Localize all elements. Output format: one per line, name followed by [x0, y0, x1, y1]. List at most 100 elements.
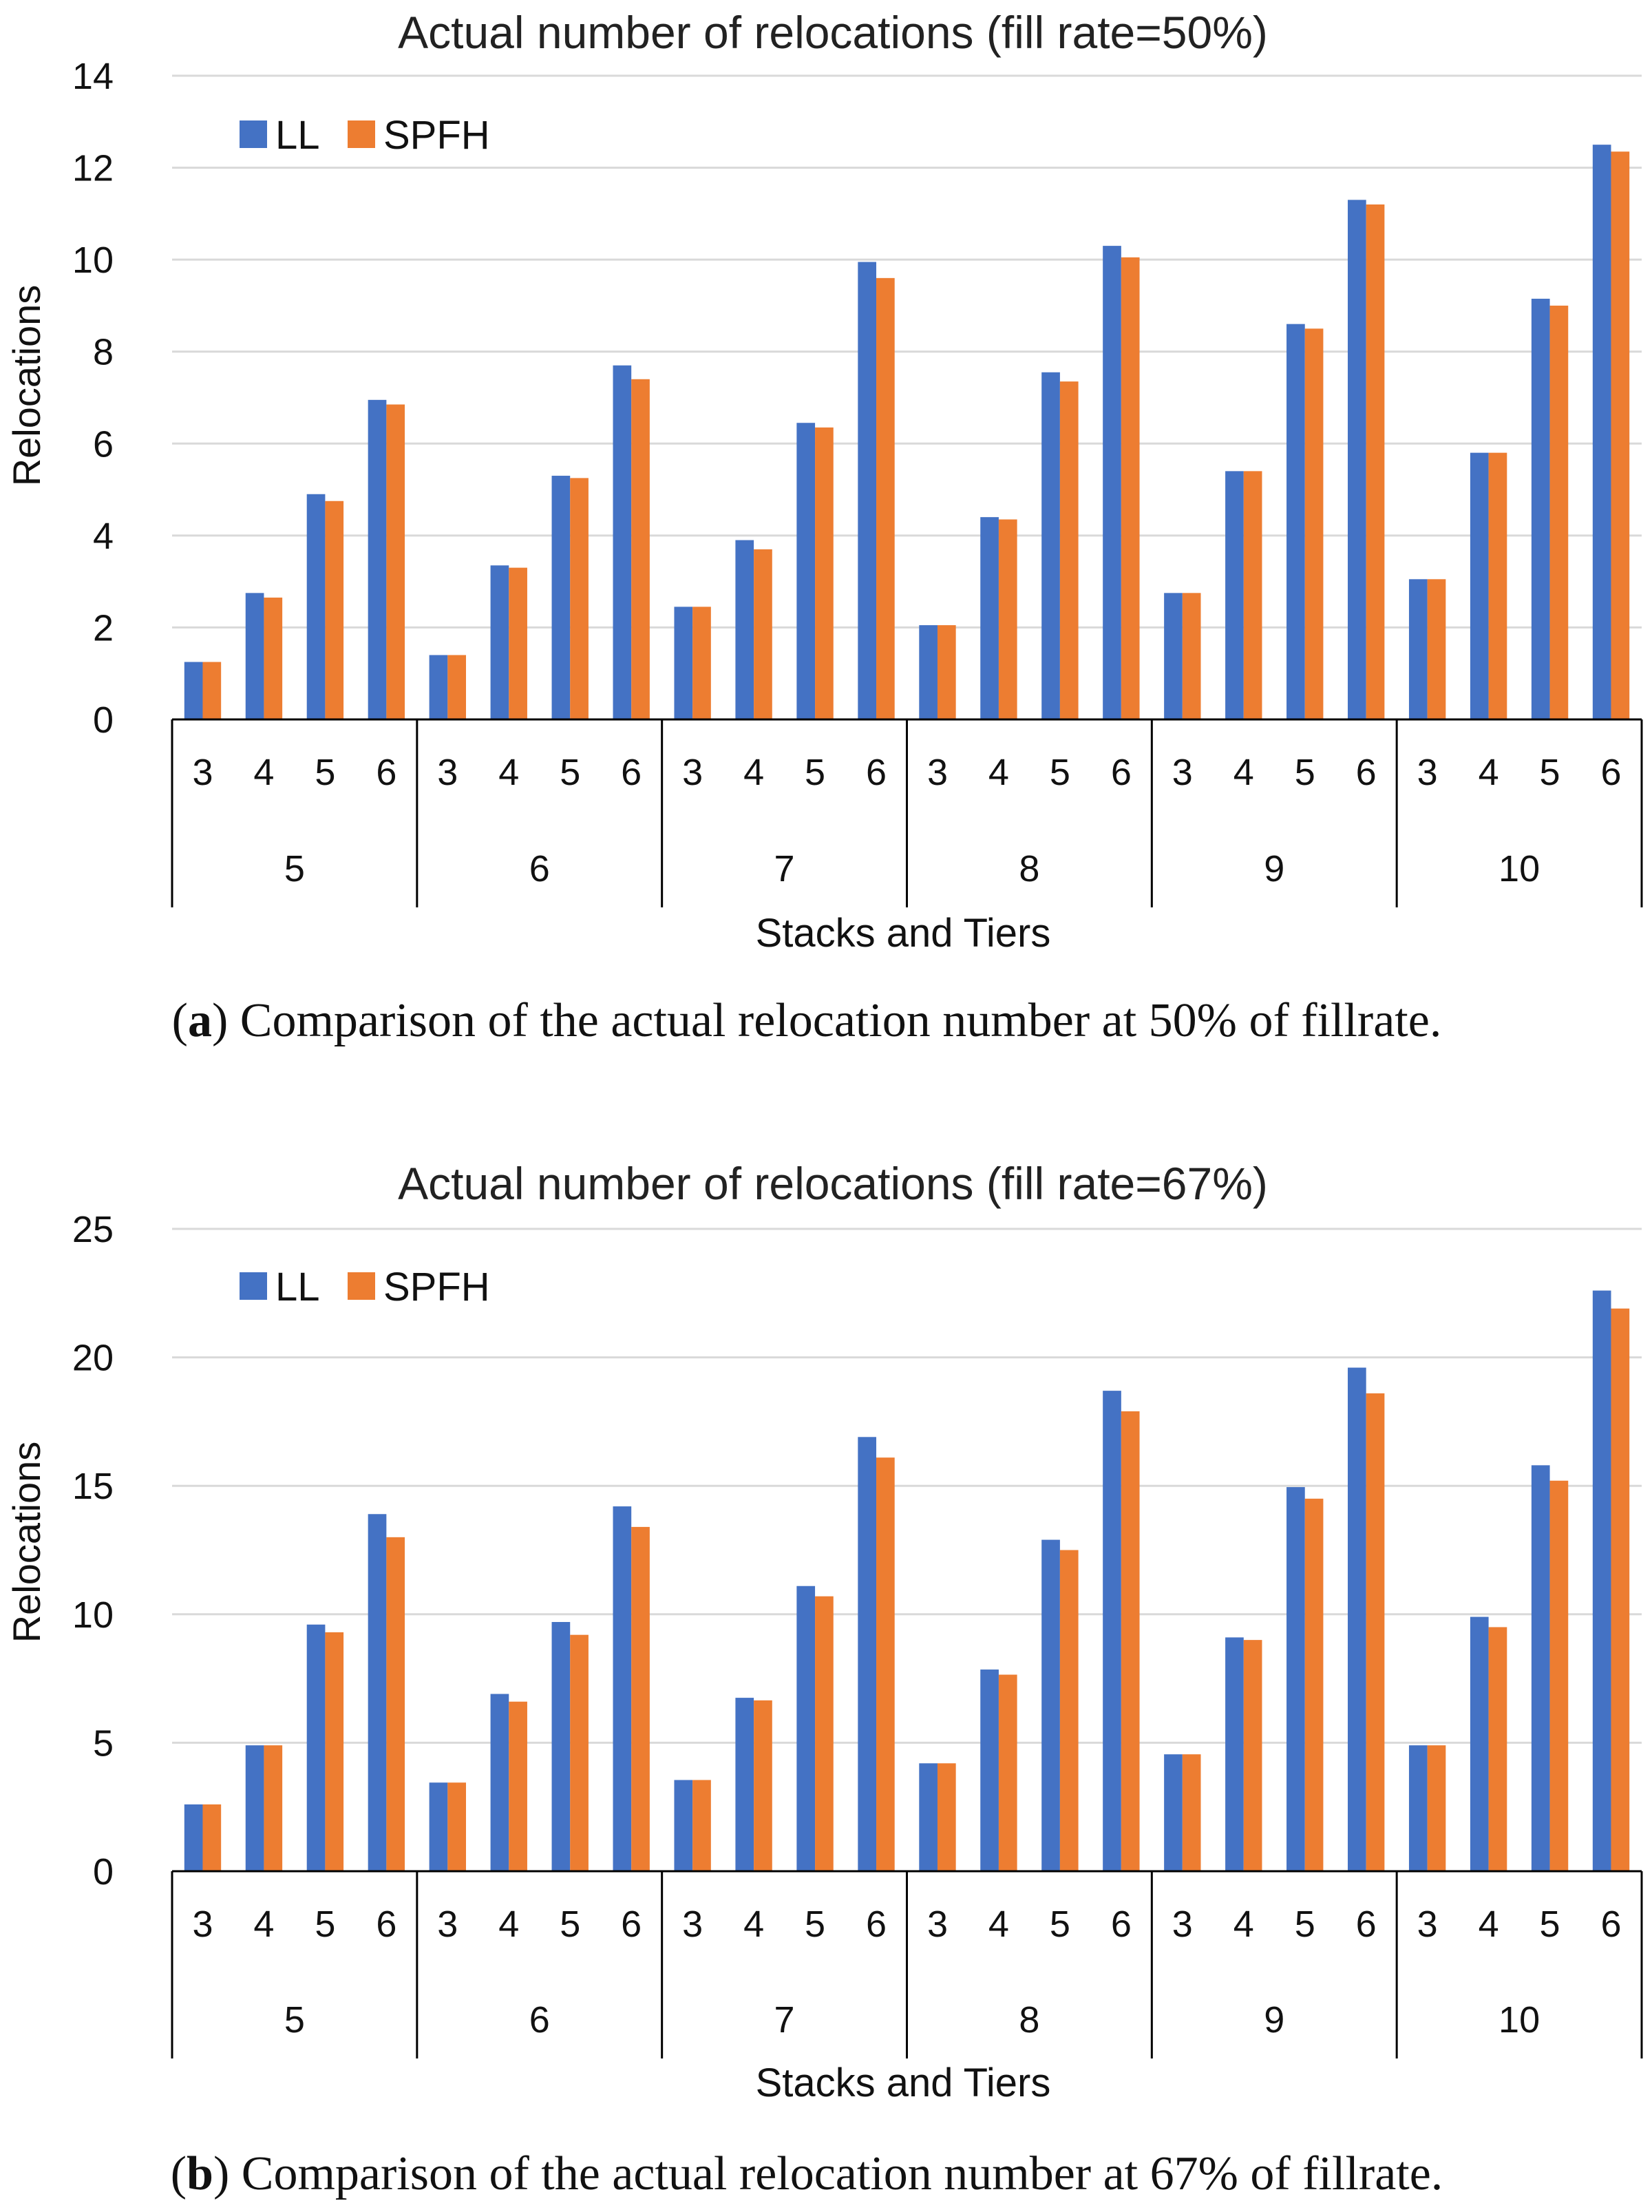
- bar-spfh: [937, 625, 956, 719]
- bar-spfh: [202, 1804, 222, 1871]
- bar-spfh: [815, 427, 834, 719]
- bar-ll: [245, 1745, 264, 1871]
- tier-label: 3: [1417, 752, 1438, 793]
- bar-ll: [1164, 1754, 1183, 1871]
- bar-ll: [1592, 145, 1611, 719]
- bar-spfh: [509, 567, 527, 719]
- bar-ll: [613, 365, 632, 719]
- stack-group-label: 6: [529, 848, 550, 889]
- tier-label: 3: [437, 1904, 458, 1945]
- chart-b-ylabel: Relocations: [5, 1442, 48, 1643]
- bar-spfh: [631, 379, 650, 719]
- bar-ll: [1592, 1290, 1611, 1871]
- bar-ll: [674, 1780, 693, 1871]
- bar-ll: [1286, 1487, 1305, 1871]
- bar-spfh: [1549, 305, 1569, 719]
- bar-spfh: [447, 655, 466, 719]
- tier-label: 4: [498, 752, 519, 793]
- bar-spfh: [325, 1632, 344, 1871]
- bar-spfh: [998, 1674, 1017, 1871]
- stack-group-label: 9: [1264, 848, 1284, 889]
- tier-label: 5: [1540, 1904, 1560, 1945]
- bar-spfh: [570, 1634, 589, 1871]
- bar-ll: [306, 494, 326, 719]
- chart-a-caption-letter: a: [188, 994, 212, 1047]
- bar-spfh: [754, 549, 772, 719]
- bar-ll: [1531, 1465, 1550, 1871]
- bar-ll: [919, 1763, 938, 1871]
- tier-label: 3: [1172, 1904, 1193, 1945]
- y-tick-label: 2: [93, 607, 114, 649]
- bar-spfh: [264, 598, 283, 719]
- tier-label: 5: [805, 752, 825, 793]
- y-tick-label: 6: [93, 423, 114, 465]
- tier-label: 5: [315, 1904, 335, 1945]
- bar-ll: [1225, 471, 1244, 719]
- bar-ll: [551, 1621, 571, 1871]
- bar-spfh: [1182, 593, 1201, 719]
- bar-spfh: [754, 1700, 772, 1871]
- bar-spfh: [1366, 204, 1385, 719]
- bar-spfh: [325, 501, 344, 719]
- legend-spfh-label: SPFH: [383, 113, 490, 158]
- legend-spfh-swatch: [348, 1272, 375, 1300]
- y-tick-label: 10: [72, 240, 114, 281]
- chart-b: Actual number of relocations (fill rate=…: [5, 1158, 1643, 2200]
- tier-label: 3: [437, 752, 458, 793]
- bar-ll: [980, 517, 999, 719]
- bar-ll: [1470, 1616, 1489, 1871]
- bar-spfh: [876, 277, 895, 719]
- tier-label: 6: [621, 752, 642, 793]
- tier-label: 4: [743, 752, 764, 793]
- tier-label: 4: [1233, 752, 1254, 793]
- bar-ll: [1103, 1391, 1121, 1871]
- bar-ll: [796, 423, 816, 719]
- bar-spfh: [998, 519, 1017, 719]
- bar-spfh: [264, 1745, 283, 1871]
- chart-b-caption-text: Comparison of the actual relocation numb…: [229, 2147, 1443, 2200]
- tier-label: 4: [253, 752, 274, 793]
- tier-label: 4: [1479, 752, 1499, 793]
- bar-spfh: [1182, 1754, 1201, 1871]
- bar-ll: [1225, 1637, 1244, 1871]
- bar-ll: [1348, 1367, 1366, 1871]
- tier-label: 5: [560, 752, 580, 793]
- tier-label: 6: [1356, 752, 1377, 793]
- tier-label: 5: [1295, 1904, 1315, 1945]
- bar-ll: [429, 1782, 448, 1871]
- chart-a: Actual number of relocations (fill rate=…: [5, 7, 1643, 1047]
- bar-ll: [1408, 1745, 1428, 1871]
- bar-spfh: [1304, 1498, 1324, 1871]
- bar-ll: [184, 662, 203, 719]
- chart-b-gridlines: [172, 1228, 1642, 1744]
- bar-spfh: [1488, 1627, 1507, 1871]
- bar-spfh: [1121, 1411, 1140, 1871]
- bar-ll: [1531, 298, 1550, 719]
- tier-label: 6: [1111, 1904, 1132, 1945]
- tier-label: 4: [988, 752, 1009, 793]
- tier-label: 4: [1479, 1904, 1499, 1945]
- stack-group-label: 8: [1019, 848, 1039, 889]
- bar-ll: [429, 655, 448, 719]
- chart-a-bars: [184, 145, 1630, 720]
- tier-label: 5: [1050, 752, 1070, 793]
- bar-spfh: [1611, 151, 1630, 720]
- bar-spfh: [202, 662, 222, 719]
- bar-ll: [858, 262, 877, 719]
- y-tick-label: 25: [72, 1209, 114, 1250]
- tier-label: 5: [805, 1904, 825, 1945]
- bar-ll: [613, 1506, 632, 1871]
- bar-spfh: [447, 1782, 466, 1871]
- chart-b-x-axis: 3 4 5 6 3 4 5 6 3 4 5 6 3 4 5 6 3 4 5 6 3 4 5 65 6 7 8 9 10: [171, 1870, 1643, 2058]
- tier-label: 6: [1356, 1904, 1377, 1945]
- chart-a-legend: LL SPFH: [240, 113, 490, 158]
- bar-ll: [306, 1624, 326, 1871]
- chart-b-y-ticks: 0 5 10 15 20 25: [72, 1209, 114, 1893]
- tier-label: 5: [1295, 752, 1315, 793]
- tier-label: 6: [866, 752, 887, 793]
- bar-spfh: [937, 1763, 956, 1871]
- y-tick-label: 10: [72, 1594, 114, 1636]
- tier-label: 3: [927, 1904, 948, 1945]
- y-tick-label: 14: [72, 56, 114, 97]
- y-tick-label: 0: [93, 699, 114, 741]
